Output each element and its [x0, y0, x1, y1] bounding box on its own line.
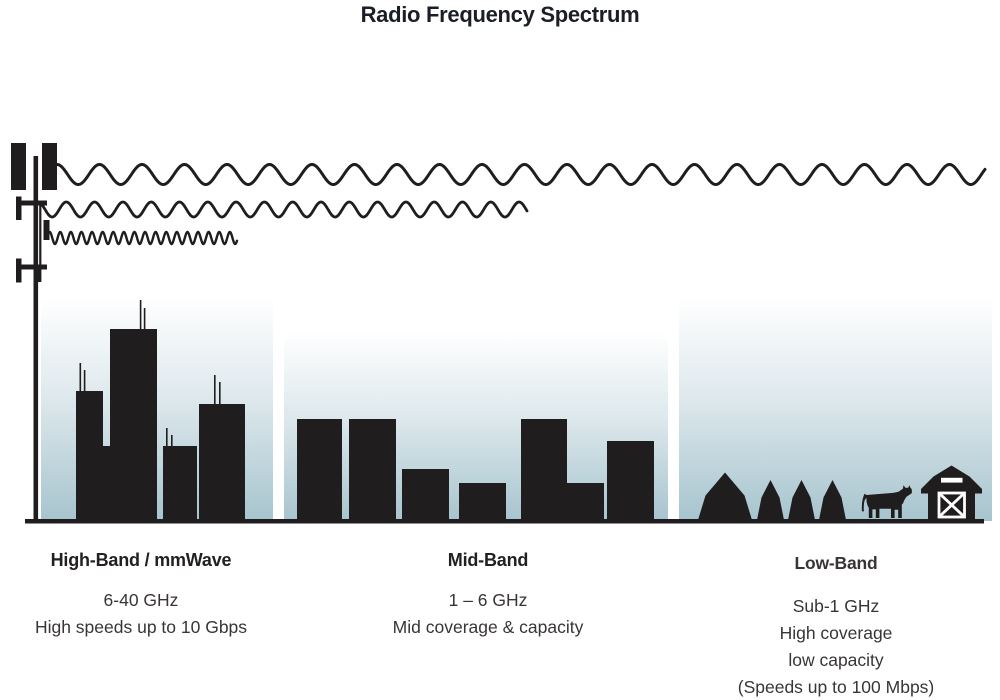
low-band-houses: [698, 472, 846, 520]
diagram-title: Radio Frequency Spectrum: [360, 2, 640, 27]
mid-band-cityscape: [297, 419, 654, 520]
band-title-low: Low-Band: [794, 553, 878, 573]
high-band-wave: [45, 230, 239, 246]
band-label-low: Low-Band Sub-1 GHz High coverage low cap…: [738, 550, 935, 700]
spectrum-illustration: [11, 143, 992, 524]
cow-icon: [861, 485, 912, 518]
band-desc-high: High speeds up to 10 Gbps: [34, 617, 248, 637]
ground-baseline: [25, 519, 984, 524]
barn-icon: [921, 465, 982, 520]
band-freq-high: 6-40 GHz: [103, 590, 179, 610]
mid-band-wave: [36, 200, 529, 219]
band-desc-low3: (Speeds up to 100 Mbps): [737, 677, 935, 697]
band-label-high: High-Band / mmWave 6-40 GHz High speeds …: [35, 550, 247, 641]
band-desc-mid: Mid coverage & capacity: [392, 617, 584, 637]
band-desc-low1: High coverage: [779, 623, 893, 643]
band-desc-low2: low capacity: [788, 650, 884, 670]
high-band-cityscape: [76, 300, 245, 520]
cell-tower-icon: [11, 143, 57, 520]
band-title-high: High-Band / mmWave: [50, 550, 232, 570]
radio-waves: [36, 162, 987, 246]
band-freq-mid: 1 – 6 GHz: [448, 590, 528, 610]
band-title-mid: Mid-Band: [447, 550, 529, 570]
band-label-mid: Mid-Band 1 – 6 GHz Mid coverage & capaci…: [393, 550, 584, 641]
low-band-wave: [55, 162, 987, 186]
band-freq-low: Sub-1 GHz: [792, 596, 880, 616]
